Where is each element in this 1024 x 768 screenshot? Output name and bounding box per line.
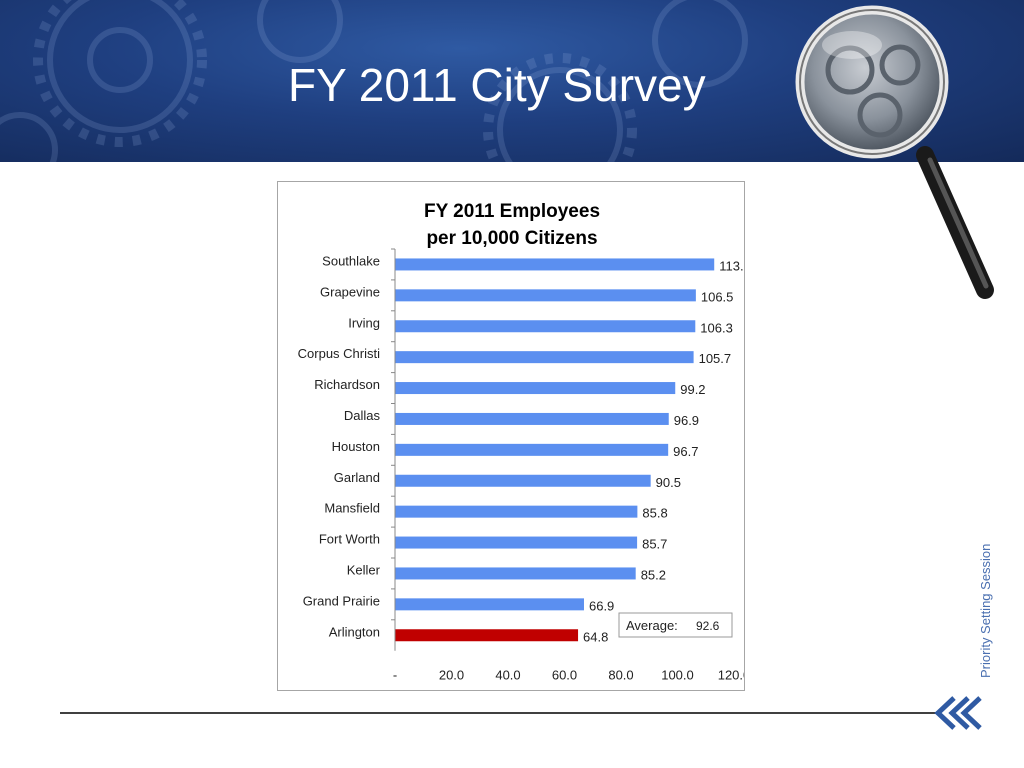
category-label: Corpus Christi xyxy=(298,346,380,361)
bar-grand-prairie xyxy=(395,598,584,611)
gear-pattern-icon xyxy=(0,0,748,162)
x-tick-label: 100.0 xyxy=(661,668,694,683)
bar-southlake xyxy=(395,258,715,271)
chart-title-line-2: per 10,000 Citizens xyxy=(426,228,597,249)
bar-dallas xyxy=(395,412,669,425)
x-tick-label: 80.0 xyxy=(608,668,633,683)
bar-houston xyxy=(395,443,669,456)
bar-mansfield xyxy=(395,505,638,518)
value-label: 96.9 xyxy=(674,413,699,428)
bar-garland xyxy=(395,474,651,487)
footer-divider xyxy=(60,712,940,714)
value-label: 85.8 xyxy=(642,506,667,521)
bar-chart: FY 2011 Employees per 10,000 Citizens 11… xyxy=(298,201,751,683)
average-annotation-value: 92.6 xyxy=(696,619,720,633)
value-label: 113.0 xyxy=(719,258,744,273)
category-label: Garland xyxy=(334,470,380,485)
average-annotation-box xyxy=(618,612,733,638)
category-label: Mansfield xyxy=(324,501,380,516)
value-label: 90.5 xyxy=(656,475,681,490)
bar-richardson xyxy=(395,382,676,395)
bar-keller xyxy=(395,567,636,580)
category-label: Grand Prairie xyxy=(303,593,380,608)
chart-container: FY 2011 Employees per 10,000 Citizens 11… xyxy=(277,181,751,691)
value-label: 85.2 xyxy=(641,567,666,582)
category-label: Houston xyxy=(332,439,380,454)
chart-title-line-1: FY 2011 Employees xyxy=(424,201,600,222)
value-label: 66.9 xyxy=(589,598,614,613)
category-label: Fort Worth xyxy=(319,532,380,547)
value-label: 106.5 xyxy=(701,289,734,304)
value-label: 105.7 xyxy=(699,351,732,366)
category-label: Arlington xyxy=(329,624,380,639)
category-label: Irving xyxy=(348,315,380,330)
bar-irving xyxy=(395,320,696,333)
side-label: Priority Setting Session xyxy=(978,543,993,678)
x-tick-label: 40.0 xyxy=(495,668,520,683)
bar-grapevine xyxy=(395,289,696,302)
magnifying-glass-icon xyxy=(795,5,994,299)
value-label: 99.2 xyxy=(680,382,705,397)
x-tick-label: 120.0 xyxy=(718,668,744,683)
bar-fort-worth xyxy=(395,536,638,549)
category-label: Grapevine xyxy=(320,284,380,299)
x-tick-label: - xyxy=(393,668,397,683)
category-label: Dallas xyxy=(344,408,381,423)
average-annotation-label: Average: xyxy=(626,618,678,633)
x-tick-label: 20.0 xyxy=(439,668,464,683)
double-chevron-left-icon xyxy=(934,696,982,730)
category-label: Richardson xyxy=(314,377,380,392)
value-label: 106.3 xyxy=(700,320,733,335)
slide-title: FY 2011 City Survey xyxy=(288,59,706,111)
value-label: 64.8 xyxy=(583,629,608,644)
x-tick-label: 60.0 xyxy=(552,668,577,683)
value-label: 85.7 xyxy=(642,537,667,552)
bar-corpus-christi xyxy=(395,351,694,364)
value-label: 96.7 xyxy=(673,444,698,459)
category-label: Southlake xyxy=(322,253,380,268)
category-label: Keller xyxy=(347,562,381,577)
bar-arlington xyxy=(395,629,579,642)
